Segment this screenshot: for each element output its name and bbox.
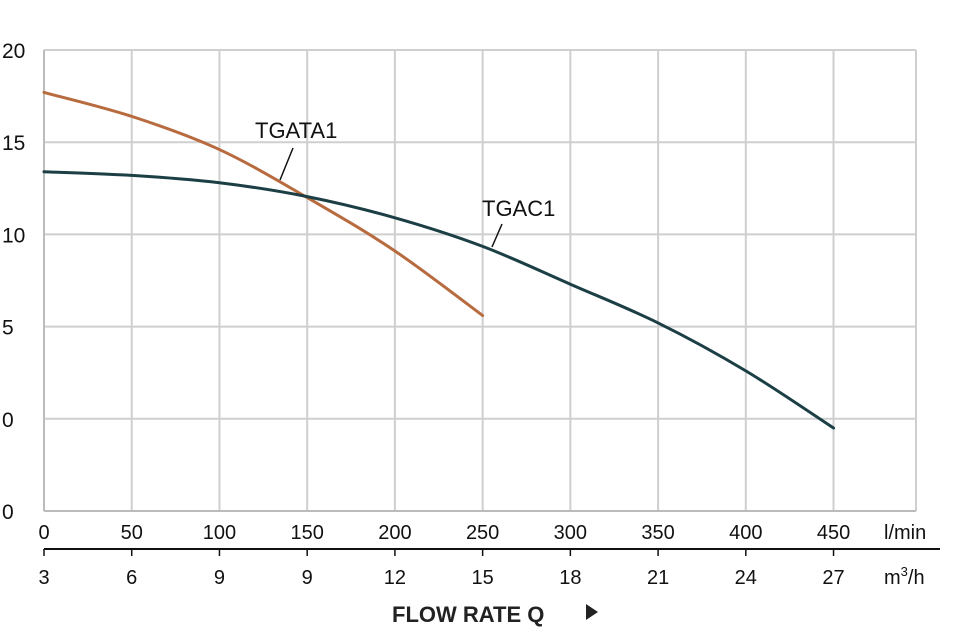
x-tick-label: 400 bbox=[729, 522, 762, 544]
series-line-tgac1 bbox=[42, 170, 836, 430]
grid bbox=[43, 49, 917, 512]
series-labels: TGATA1 TGAC1 bbox=[255, 118, 555, 248]
x-tick-label: 0 bbox=[38, 522, 49, 544]
y-tick-label: 20 bbox=[2, 40, 25, 63]
x-secondary-tick-label: 12 bbox=[384, 567, 406, 589]
y-tick-label: 15 bbox=[2, 132, 25, 155]
y-tick-label: 5 bbox=[2, 317, 14, 340]
x-axis-title: FLOW RATE Q bbox=[392, 602, 544, 627]
x-secondary-tick-label: 15 bbox=[472, 567, 494, 589]
triangle-right-icon bbox=[586, 604, 598, 620]
x-secondary-tick-label: 24 bbox=[735, 567, 757, 589]
x-secondary-tick-label: 21 bbox=[647, 567, 669, 589]
x-tick-label: 450 bbox=[817, 522, 850, 544]
x-secondary-tick-label: 9 bbox=[214, 567, 225, 589]
x-secondary-tick-label: 18 bbox=[559, 567, 581, 589]
y-axis-ticks: 20 15 10 5 0 0 bbox=[2, 40, 25, 524]
x-tick-label: 150 bbox=[290, 522, 323, 544]
series-lines bbox=[42, 90, 836, 430]
x-axis-ticks: 0 50 100 150 200 250 300 350 400 450 bbox=[38, 522, 850, 544]
label-leader-line bbox=[279, 147, 294, 181]
y-tick-label: 0 bbox=[2, 409, 14, 432]
x-tick-label: 100 bbox=[203, 522, 236, 544]
x-unit-primary: l/min bbox=[884, 522, 926, 544]
y-tick-label: 0 bbox=[2, 501, 14, 524]
x-secondary-tick-label: 6 bbox=[126, 567, 137, 589]
y-tick-label: 10 bbox=[2, 224, 25, 247]
x-secondary-axis-ticks: 3 6 9 9 12 15 18 21 24 27 bbox=[38, 548, 940, 589]
x-tick-label: 350 bbox=[641, 522, 674, 544]
x-tick-label: 50 bbox=[121, 522, 143, 544]
x-secondary-tick-label: 9 bbox=[302, 567, 313, 589]
x-tick-label: 250 bbox=[466, 522, 499, 544]
series-label-tgata1: TGATA1 bbox=[255, 118, 337, 143]
x-unit-secondary: m3/h bbox=[884, 564, 925, 589]
series-line-tgata1 bbox=[42, 90, 485, 318]
x-secondary-tick-label: 3 bbox=[38, 567, 49, 589]
x-secondary-tick-label: 27 bbox=[822, 567, 844, 589]
label-leader-line bbox=[491, 223, 503, 248]
x-tick-label: 300 bbox=[554, 522, 587, 544]
series-label-tgac1: TGAC1 bbox=[482, 196, 555, 221]
x-tick-label: 200 bbox=[378, 522, 411, 544]
